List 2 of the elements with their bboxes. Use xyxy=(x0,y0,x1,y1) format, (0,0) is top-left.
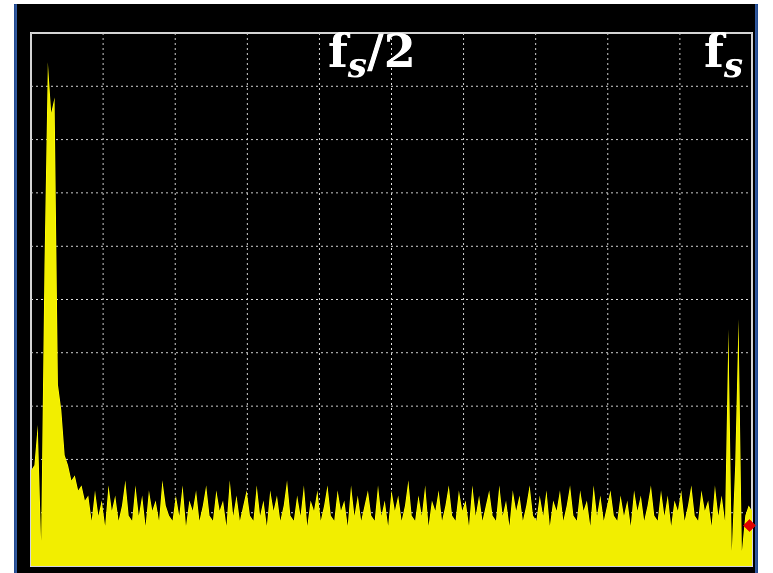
annotation: f$_{s}$/2 xyxy=(328,24,416,86)
annotation: f$_{s}$ xyxy=(704,24,743,86)
